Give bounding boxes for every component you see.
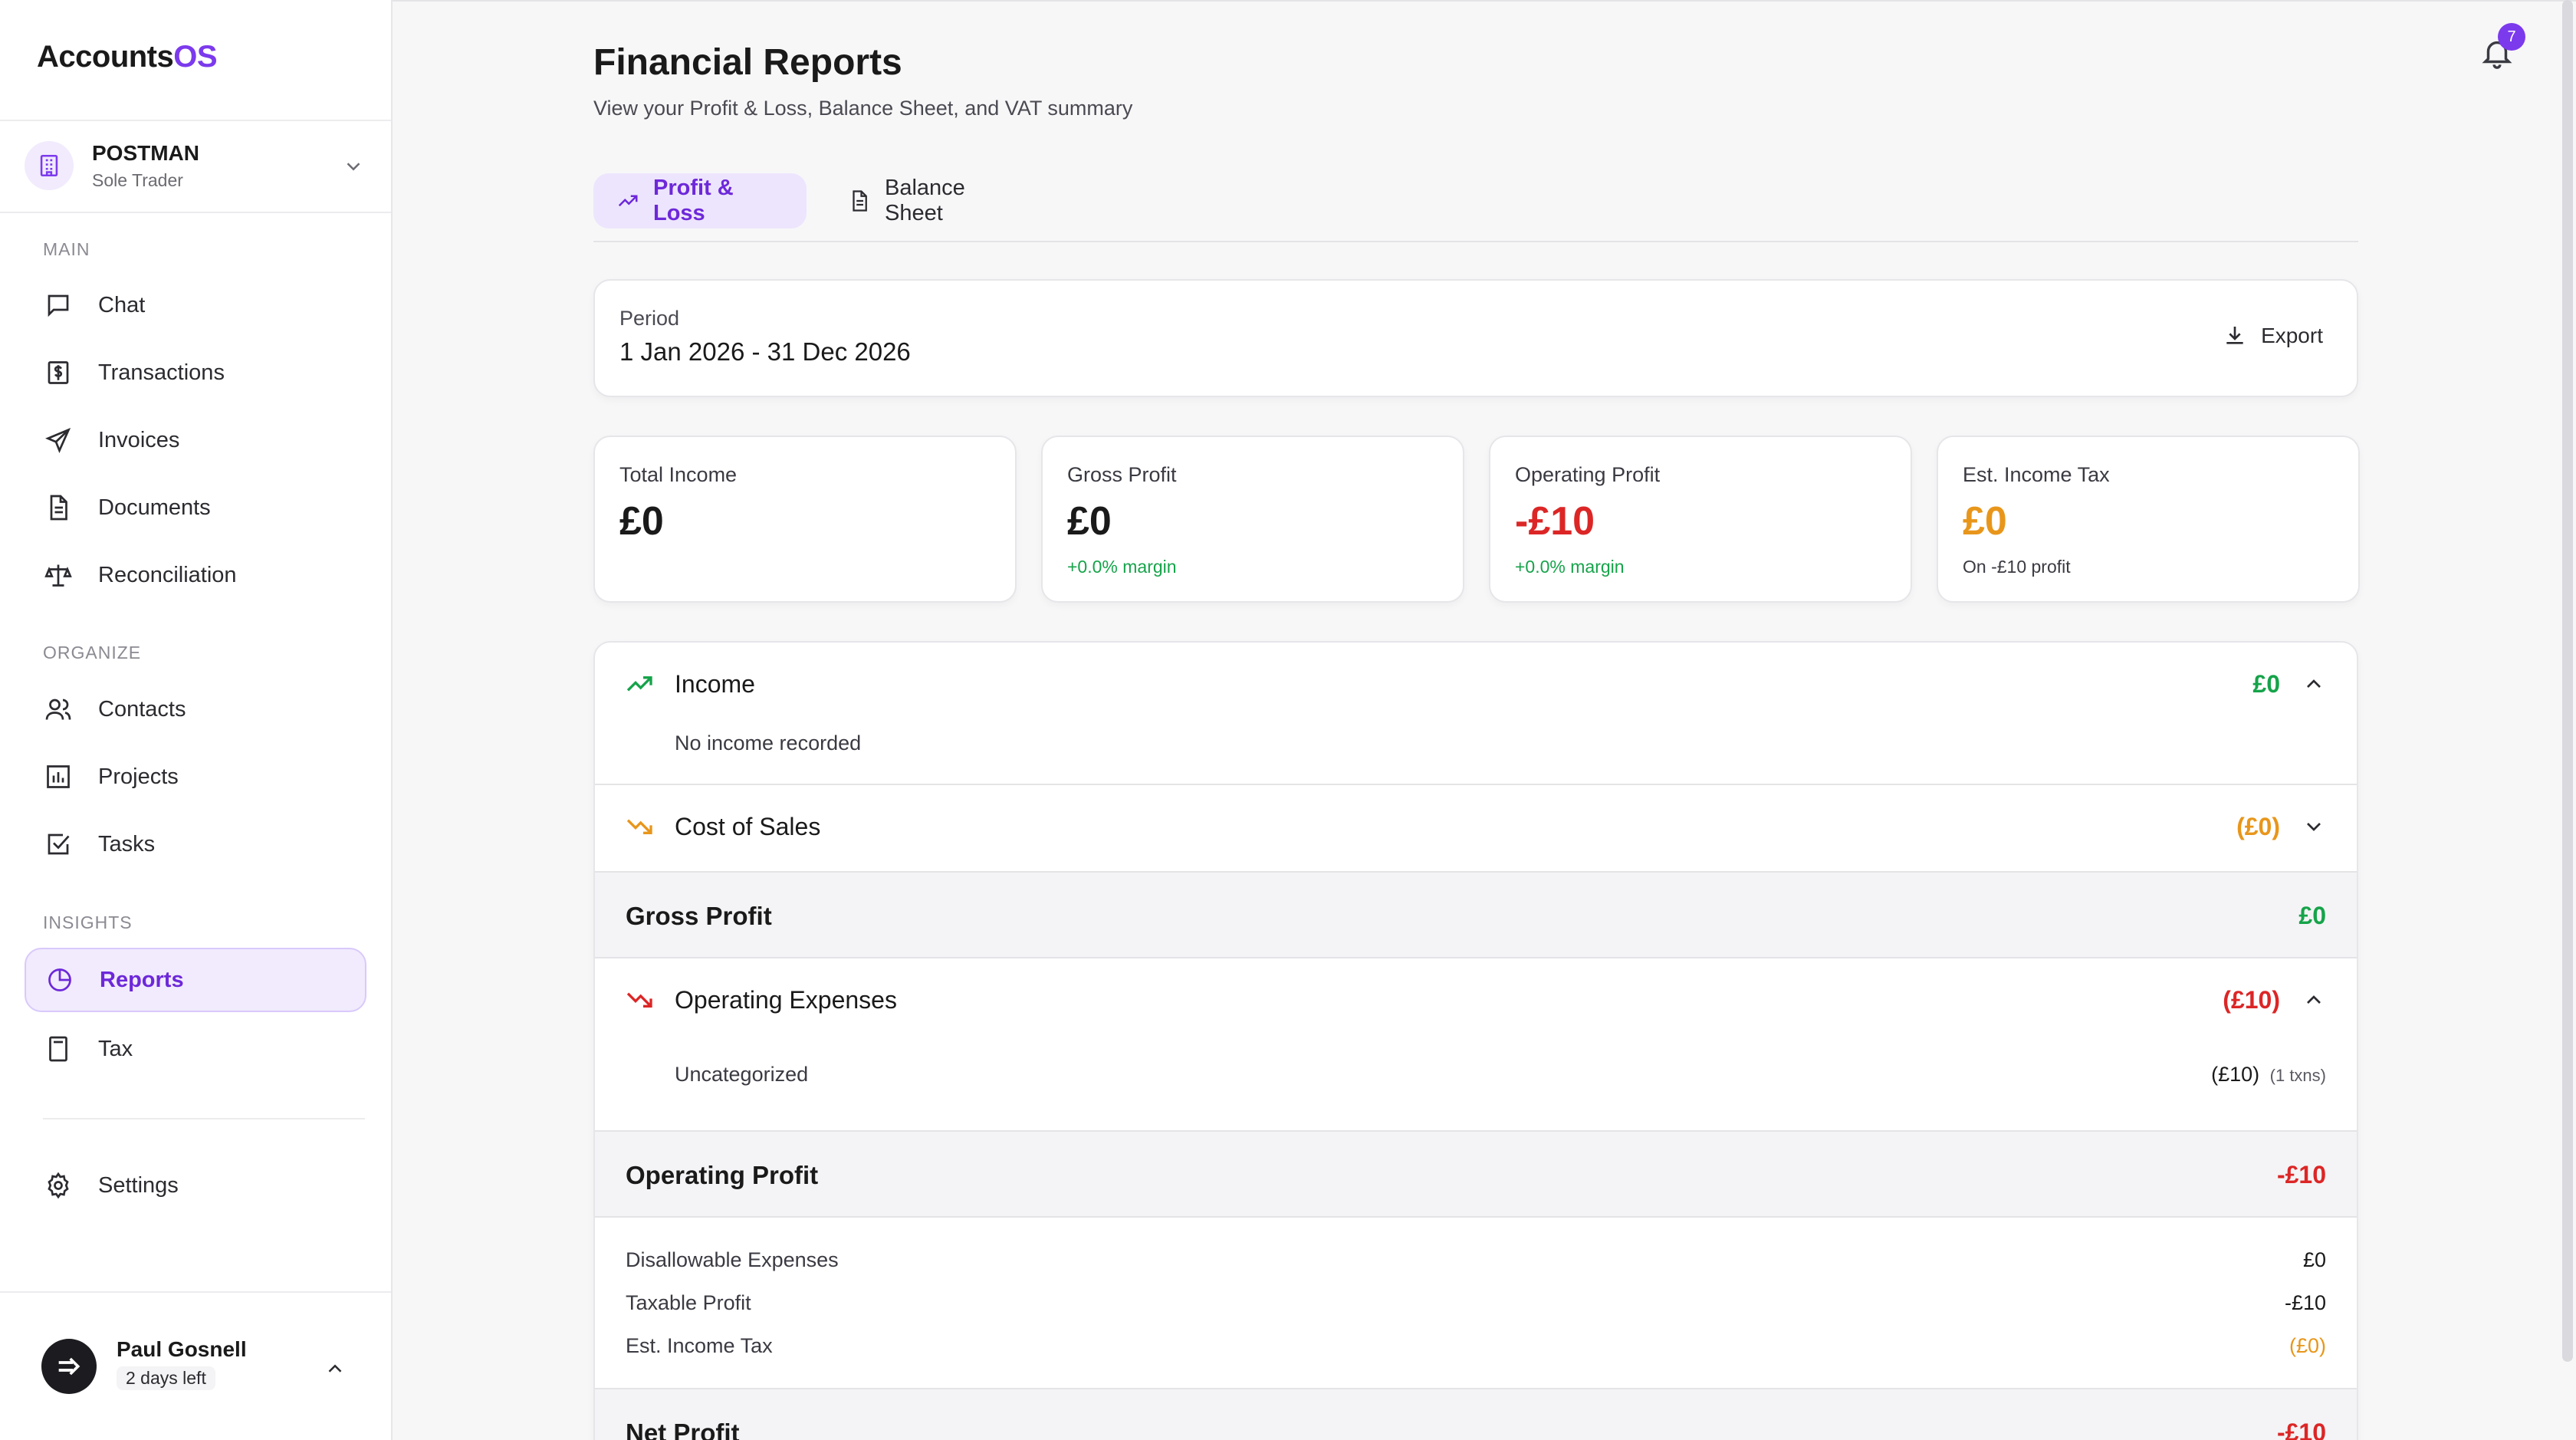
pie-icon	[43, 963, 77, 997]
operating-profit-value: -£10	[2276, 1161, 2326, 1188]
chevron-down-icon[interactable]	[2302, 814, 2326, 839]
operating-expenses-value: (£10)	[2223, 986, 2280, 1014]
page-title: Financial Reports	[593, 42, 902, 83]
expense-category-label: Uncategorized	[675, 1063, 809, 1086]
taxable-profit-label: Taxable Profit	[626, 1291, 751, 1314]
cost-of-sales-value: (£0)	[2236, 813, 2280, 840]
window-top-border	[0, 0, 2576, 2]
chevron-up-icon[interactable]	[2302, 672, 2326, 696]
trial-badge: 2 days left	[117, 1366, 215, 1390]
stat-note: On -£10 profit	[1963, 557, 2071, 577]
sidebar-item-contacts[interactable]: Contacts	[25, 677, 366, 741]
chevron-up-icon[interactable]	[324, 1357, 347, 1384]
sidebar-item-chat[interactable]: Chat	[25, 273, 366, 337]
users-icon	[41, 692, 75, 726]
checkbox-icon	[41, 827, 75, 861]
stat-value: £0	[619, 499, 664, 544]
net-profit-value: -£10	[2276, 1419, 2326, 1440]
stat-note: +0.0% margin	[1515, 557, 1625, 577]
chat-icon	[41, 288, 75, 322]
trending-down-icon	[624, 985, 655, 1015]
income-value: £0	[2252, 670, 2280, 698]
calculator-icon	[41, 1032, 75, 1066]
section-label-insights: INSIGHTS	[43, 912, 133, 932]
sidebar-item-reconciliation[interactable]: Reconciliation	[25, 543, 366, 607]
operating-profit-row: Operating Profit -£10	[595, 1130, 2357, 1218]
user-name: Paul Gosnell	[117, 1337, 247, 1361]
main-content: Financial Reports View your Profit & Los…	[394, 0, 2576, 1440]
trending-down-icon	[624, 811, 655, 842]
tab-profit-loss[interactable]: Profit & Loss	[593, 173, 807, 228]
building-icon	[25, 141, 74, 190]
section-label-main: MAIN	[43, 239, 90, 259]
operating-expenses-label[interactable]: Operating Expenses	[675, 986, 897, 1014]
user-menu[interactable]: Paul Gosnell 2 days left	[0, 1291, 391, 1440]
gross-profit-row: Gross Profit £0	[595, 871, 2357, 958]
stat-value: £0	[1963, 499, 2007, 544]
est-income-tax-label: Est. Income Tax	[626, 1334, 773, 1357]
disallowable-expenses-label: Disallowable Expenses	[626, 1248, 839, 1271]
separator	[595, 784, 2357, 785]
chevron-down-icon[interactable]	[342, 155, 365, 182]
taxable-profit-value: -£10	[2284, 1291, 2326, 1314]
download-icon	[2223, 324, 2247, 348]
send-icon	[41, 423, 75, 457]
document-icon	[41, 491, 75, 524]
organization-type: Sole Trader	[92, 170, 183, 190]
sidebar-item-settings[interactable]: Settings	[25, 1153, 366, 1218]
sidebar-item-tax[interactable]: Tax	[25, 1017, 366, 1081]
stat-card-total-income: Total Income £0	[593, 436, 1017, 603]
dollar-doc-icon	[41, 356, 75, 390]
export-button[interactable]: Export	[2223, 324, 2323, 348]
notification-badge: 7	[2498, 23, 2525, 51]
stat-value: -£10	[1515, 499, 1595, 544]
est-income-tax-value: (£0)	[2288, 1334, 2326, 1357]
period-selector[interactable]: 1 Jan 2026 - 31 Dec 2026	[619, 337, 911, 366]
section-label-organize: ORGANIZE	[43, 643, 142, 662]
report-tabs: Profit & Loss Balance Sheet	[593, 172, 2358, 242]
stat-note: +0.0% margin	[1067, 557, 1177, 577]
stat-value: £0	[1067, 499, 1112, 544]
organization-name: POSTMAN	[92, 141, 199, 165]
document-icon	[848, 189, 871, 212]
sidebar-divider	[43, 1118, 365, 1119]
sidebar-item-transactions[interactable]: Transactions	[25, 340, 366, 405]
trending-up-icon	[624, 669, 655, 699]
stat-card-gross-profit: Gross Profit £0 +0.0% margin	[1041, 436, 1464, 603]
sidebar-item-projects[interactable]: Projects	[25, 745, 366, 809]
scrollbar[interactable]	[2562, 0, 2573, 1362]
income-section: Income £0 No income recorded	[595, 643, 2357, 781]
income-label[interactable]: Income	[675, 670, 755, 698]
scale-icon	[41, 558, 75, 592]
sidebar-item-reports[interactable]: Reports	[25, 948, 366, 1012]
period-card: Period 1 Jan 2026 - 31 Dec 2026 Export	[593, 279, 2358, 397]
disallowable-expenses-value: £0	[2302, 1248, 2326, 1271]
expense-category-amount: (£10) (1 txns)	[2211, 1063, 2326, 1086]
sidebar-item-documents[interactable]: Documents	[25, 475, 366, 540]
cost-of-sales-label: Cost of Sales	[675, 813, 821, 840]
sidebar-item-tasks[interactable]: Tasks	[25, 812, 366, 876]
tax-summary: Disallowable Expenses £0 Taxable Profit …	[595, 1218, 2357, 1371]
profit-loss-statement: Income £0 No income recorded Cost of Sal…	[593, 641, 2358, 1440]
brand-logo[interactable]: AccountsOS	[37, 40, 218, 74]
chevron-up-icon[interactable]	[2302, 988, 2326, 1012]
avatar	[41, 1339, 97, 1394]
tab-balance-sheet[interactable]: Balance Sheet	[825, 173, 1047, 228]
operating-expenses-section: Operating Expenses (£10) Uncategorized (…	[595, 958, 2357, 1130]
stat-card-operating-profit: Operating Profit -£10 +0.0% margin	[1489, 436, 1912, 603]
sidebar: AccountsOS POSTMAN Sole Trader MAIN Chat…	[0, 0, 393, 1440]
income-empty-message: No income recorded	[675, 732, 862, 755]
organization-switcher[interactable]: POSTMAN Sole Trader	[0, 120, 391, 213]
cost-of-sales-section[interactable]: Cost of Sales (£0)	[595, 785, 2357, 871]
page-subtitle: View your Profit & Loss, Balance Sheet, …	[593, 97, 1133, 120]
sidebar-item-invoices[interactable]: Invoices	[25, 408, 366, 472]
gear-icon	[41, 1169, 75, 1202]
trending-up-icon	[616, 189, 639, 212]
chart-icon	[41, 760, 75, 794]
period-label: Period	[619, 307, 680, 330]
stat-card-est-income-tax: Est. Income Tax £0 On -£10 profit	[1937, 436, 2360, 603]
gross-profit-value: £0	[2298, 902, 2326, 929]
net-profit-row: Net Profit -£10	[595, 1388, 2357, 1440]
